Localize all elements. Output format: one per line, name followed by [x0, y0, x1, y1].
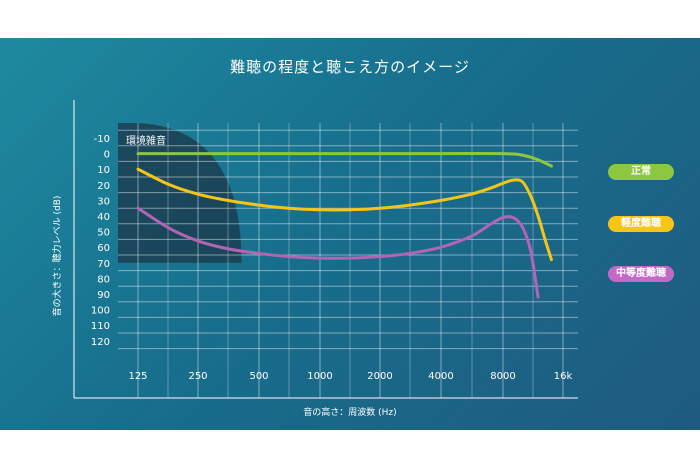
- noise-region-label: 環境雑音: [126, 134, 166, 147]
- legend-item: 正常: [608, 164, 674, 180]
- y-tick-label: -10: [94, 134, 110, 145]
- x-tick-label: 8000: [490, 371, 515, 382]
- y-tick-label: 110: [91, 321, 110, 332]
- noise-region: [118, 123, 242, 263]
- chart-panel: 難聴の程度と聴こえ方のイメージ 環境雑音 -10 0 10 20 30 40 50 60 70 8…: [0, 38, 700, 430]
- y-tick-label: 70: [97, 259, 110, 270]
- x-tick-label: 16k: [554, 371, 573, 382]
- legend-item: 中等度難聴: [608, 266, 674, 282]
- y-tick-label: 80: [97, 274, 110, 285]
- legend-item: 軽度難聴: [608, 216, 674, 232]
- chart-svg: 環境雑音 -10 0 10 20 30 40 50 60 70 80 90 100 110 120 125 2…: [51, 100, 578, 418]
- x-axis-label: 音の高さ：周波数 (Hz): [303, 406, 396, 418]
- y-tick-label: 50: [97, 228, 110, 239]
- y-tick-label: 40: [97, 212, 110, 223]
- y-tick-label: 10: [97, 165, 110, 176]
- x-tick-label: 500: [249, 371, 268, 382]
- y-tick-label: 100: [91, 306, 110, 317]
- x-tick-label: 125: [128, 371, 147, 382]
- series-line-2: [136, 167, 553, 262]
- x-tick-label: 250: [188, 371, 207, 382]
- y-tick-label: 0: [104, 150, 110, 161]
- x-tick-label: 1000: [307, 371, 332, 382]
- series-line-3: [136, 206, 540, 299]
- y-axis-label: 音の大きさ：聴力レベル (dB): [51, 196, 63, 317]
- series-line-1: [136, 151, 553, 168]
- y-tick-label: 120: [91, 337, 110, 348]
- y-tick-label: 30: [97, 196, 110, 207]
- x-tick-label: 4000: [428, 371, 453, 382]
- y-tick-label: 90: [97, 290, 110, 301]
- chart-title: 難聴の程度と聴こえ方のイメージ: [230, 58, 470, 76]
- x-tick-label: 2000: [367, 371, 392, 382]
- y-tick-label: 20: [97, 181, 110, 192]
- y-tick-label: 60: [97, 243, 110, 254]
